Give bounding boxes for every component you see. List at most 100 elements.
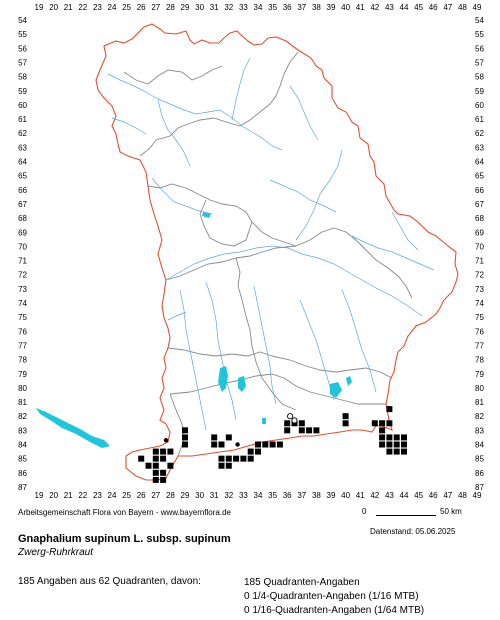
y-grid-label: 64	[18, 158, 27, 167]
y-grid-label: 78	[18, 356, 27, 365]
breakdown-sixteenth-quadrant: 0 1/16-Quadranten-Angaben (1/64 MTB)	[244, 605, 425, 616]
scale-bar	[376, 515, 436, 516]
y-grid-label: 63	[475, 143, 484, 152]
x-grid-label: 34	[254, 491, 263, 500]
y-grid-label: 55	[18, 30, 27, 39]
records-summary: 185 Angaben aus 62 Quadranten, davon:	[18, 576, 201, 587]
occurrence-quadrant-marker	[160, 455, 167, 462]
x-grid-label: 26	[137, 3, 146, 12]
occurrence-quadrant-marker	[160, 476, 167, 483]
occurrence-quadrant-marker	[225, 462, 232, 469]
x-grid-label: 22	[78, 491, 87, 500]
x-grid-label: 33	[239, 491, 248, 500]
y-grid-label: 70	[18, 242, 27, 251]
x-grid-label: 32	[224, 491, 233, 500]
y-grid-label: 80	[18, 384, 27, 393]
x-grid-label: 42	[370, 491, 379, 500]
y-grid-label: 65	[475, 172, 484, 181]
y-grid-label: 62	[475, 129, 484, 138]
occurrence-quadrant-marker	[371, 420, 378, 427]
y-grid-label: 71	[18, 257, 27, 266]
occurrence-quadrant-marker	[233, 455, 240, 462]
occurrence-quadrant-marker	[247, 448, 254, 455]
y-grid-label: 75	[475, 313, 484, 322]
species-common-name: Zwerg-Ruhrkraut	[18, 547, 94, 558]
y-grid-label: 54	[18, 16, 27, 25]
x-grid-labels-top: 19 20 21 22 23 24 25 26 27 28 29 30 31 32 33 34 35 36 37 38…	[35, 3, 482, 12]
occurrence-quadrant-marker	[182, 427, 188, 434]
y-grid-label: 66	[18, 186, 27, 195]
occurrence-quadrant-marker	[152, 448, 159, 455]
x-grid-label: 29	[181, 3, 190, 12]
breakdown-quarter-quadrant: 0 1/4-Quadranten-Angaben (1/16 MTB)	[244, 591, 419, 602]
y-grid-label: 65	[18, 172, 27, 181]
x-grid-label: 35	[268, 3, 277, 12]
y-grid-label: 74	[475, 299, 484, 308]
x-grid-label: 41	[356, 491, 365, 500]
occurrence-dot-marker	[163, 438, 169, 443]
x-grid-label: 24	[108, 491, 117, 500]
x-grid-label: 45	[414, 3, 423, 12]
occurrence-quadrant-marker	[386, 434, 393, 441]
y-grid-label: 79	[475, 370, 484, 379]
y-grid-label: 61	[475, 115, 484, 124]
y-grid-label: 84	[18, 441, 27, 450]
x-grid-label: 44	[400, 3, 409, 12]
y-grid-label: 56	[475, 44, 484, 53]
y-grid-label: 62	[18, 129, 27, 138]
y-grid-label: 87	[18, 483, 27, 492]
occurrence-quadrant-marker	[160, 448, 167, 455]
occurrence-quadrant-marker	[255, 441, 261, 448]
occurrence-quadrant-marker	[379, 427, 386, 434]
y-grid-label: 87	[475, 483, 484, 492]
x-grid-label: 44	[400, 491, 409, 500]
y-grid-labels-left: 54 55 56 57 58 59 60 61 62 63 64 65 66 67 68 69 70 71 72 73…	[18, 16, 27, 492]
y-grid-label: 70	[475, 242, 484, 251]
y-grid-label: 69	[475, 228, 484, 237]
occurrence-quadrant-marker	[218, 441, 225, 448]
occurrence-open-circle-marker	[287, 413, 294, 420]
species-scientific-name: Gnaphalium supinum L. subsp. supinum	[18, 533, 231, 545]
x-grid-label: 39	[327, 3, 336, 12]
occurrence-quadrant-marker	[284, 427, 291, 434]
occurrence-quadrant-marker	[269, 441, 276, 448]
y-grid-label: 57	[18, 58, 27, 67]
y-grid-label: 81	[475, 398, 484, 407]
y-grid-label: 72	[475, 271, 484, 280]
x-grid-label: 21	[64, 3, 73, 12]
y-grid-label: 82	[18, 412, 27, 421]
x-grid-label: 33	[239, 3, 248, 12]
y-grid-label: 59	[475, 87, 484, 96]
occurrence-quadrant-marker	[211, 441, 218, 448]
y-grid-label: 63	[18, 143, 27, 152]
x-grid-label: 46	[429, 3, 438, 12]
breakdown-quadrant: 185 Quadranten-Angaben	[244, 577, 360, 588]
occurrence-quadrant-marker	[379, 420, 386, 427]
credits-text: Arbeitsgemeinschaft Flora von Bayern - w…	[18, 508, 231, 517]
occurrence-quadrant-marker	[152, 469, 159, 476]
x-grid-label: 20	[49, 3, 58, 12]
occurrence-quadrant-marker	[379, 441, 386, 448]
y-grid-label: 80	[475, 384, 484, 393]
occurrence-quadrant-marker	[152, 462, 159, 469]
y-grid-label: 83	[18, 426, 27, 435]
occurrence-quadrant-marker	[298, 420, 305, 427]
y-grid-label: 76	[18, 327, 27, 336]
y-grid-label: 55	[475, 30, 484, 39]
occurrence-quadrant-marker	[342, 420, 349, 427]
x-grid-label: 29	[181, 491, 190, 500]
x-grid-label: 42	[370, 3, 379, 12]
y-grid-label: 66	[475, 186, 484, 195]
y-grid-label: 82	[475, 412, 484, 421]
y-grid-label: 61	[18, 115, 27, 124]
occurrence-quadrant-marker	[379, 434, 386, 441]
occurrence-quadrant-marker	[218, 455, 225, 462]
y-grid-label: 77	[475, 341, 484, 350]
x-grid-label: 28	[166, 491, 175, 500]
x-grid-label: 38	[312, 3, 321, 12]
x-grid-label: 36	[283, 3, 292, 12]
x-grid-label: 22	[78, 3, 87, 12]
occurrence-quadrant-marker	[152, 455, 159, 462]
occurrence-quadrant-marker	[255, 448, 261, 455]
x-grid-label: 48	[458, 3, 467, 12]
